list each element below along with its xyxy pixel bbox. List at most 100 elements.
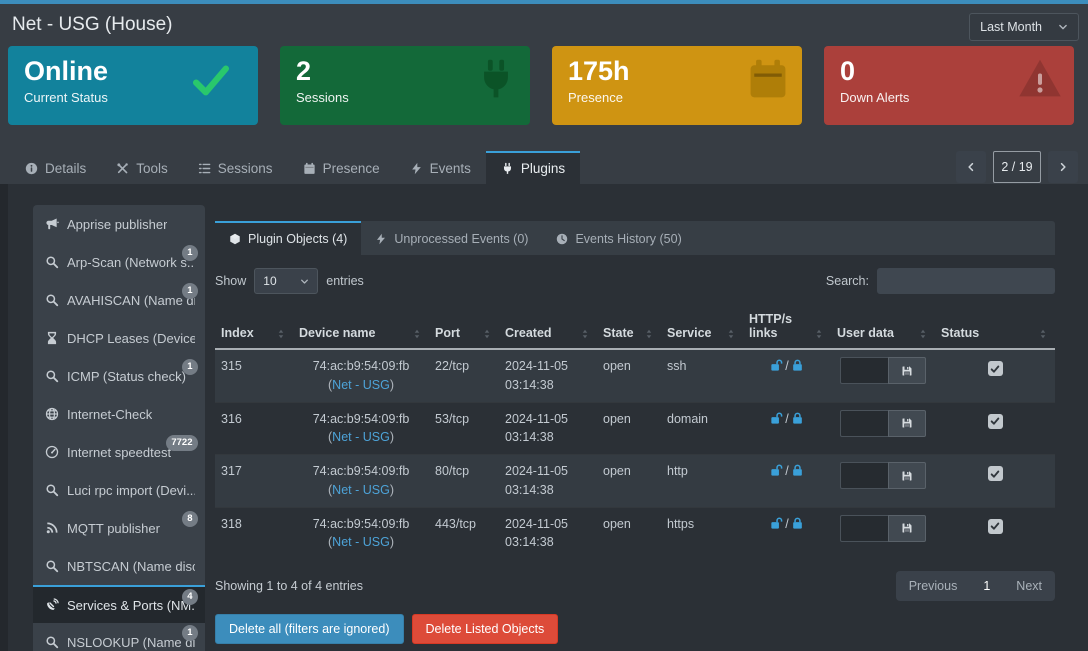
tab-plugins[interactable]: Plugins: [485, 151, 581, 184]
sidebar-item-internet-speedtest[interactable]: Internet speedtest 7722: [33, 433, 205, 471]
column-header-index[interactable]: Index: [215, 308, 293, 350]
save-user-data-button[interactable]: [888, 409, 926, 437]
unlock-icon[interactable]: [770, 412, 783, 425]
sidebar-item-services-ports[interactable]: Services & Ports (NM... 4: [33, 585, 205, 623]
column-header-port[interactable]: Port: [429, 308, 499, 350]
item-badge: 1: [181, 625, 198, 641]
lock-icon[interactable]: [791, 517, 804, 530]
tab-details[interactable]: Details: [10, 151, 101, 184]
column-header-user-data[interactable]: User data: [831, 308, 935, 350]
cell-port: 22/tcp: [435, 359, 470, 373]
page-size-select[interactable]: 10: [254, 268, 319, 294]
satellite-dish-icon: [45, 598, 59, 612]
device-link[interactable]: Net - USG: [332, 377, 390, 392]
sidebar-item-arp-scan[interactable]: Arp-Scan (Network s... 1: [33, 243, 205, 281]
sidebar-item-apprise-publisher[interactable]: Apprise publisher: [33, 205, 205, 243]
sidebar-item-mqtt-publisher[interactable]: MQTT publisher 8: [33, 509, 205, 547]
cell-service: ssh: [667, 359, 687, 373]
table-row: 318 74:ac:b9:54:09:fb (Net - USG) 443/tc…: [215, 507, 1055, 559]
cell-device-name: 74:ac:b9:54:09:fb (Net - USG): [312, 464, 410, 497]
save-user-data-button[interactable]: [888, 357, 926, 384]
speedometer-icon: [45, 445, 59, 459]
column-header-state[interactable]: State: [597, 308, 661, 350]
tab-events-history[interactable]: Events History (50): [542, 221, 695, 255]
tab-unprocessed-events[interactable]: Unprocessed Events (0): [361, 221, 542, 255]
period-selector[interactable]: Last Month: [969, 13, 1079, 41]
save-user-data-button[interactable]: [888, 462, 926, 489]
unlock-icon[interactable]: [770, 464, 783, 477]
cell-service: http: [667, 464, 688, 478]
sidebar-item-icmp[interactable]: ICMP (Status check) 1: [33, 357, 205, 395]
pagination: Previous 1 Next: [895, 571, 1055, 601]
column-header-status[interactable]: Status: [935, 308, 1055, 350]
cell-state: open: [603, 516, 631, 531]
cell-http-links: /: [743, 349, 831, 402]
tab-sessions[interactable]: Sessions: [183, 151, 288, 184]
sort-icon: [917, 328, 929, 340]
card-label: Current Status: [24, 90, 108, 106]
sidebar-item-dhcp-leases[interactable]: DHCP Leases (Device ...: [33, 319, 205, 357]
cell-created: 2024-11-05 03:14:38: [505, 411, 569, 445]
table-footer: Showing 1 to 4 of 4 entries Previous 1 N…: [215, 571, 1055, 601]
search-input[interactable]: [877, 268, 1055, 294]
status-checkbox[interactable]: [987, 466, 1003, 481]
next-page-button[interactable]: Next: [1016, 579, 1042, 593]
checkmark-icon: [990, 469, 1000, 479]
status-checkbox[interactable]: [987, 361, 1003, 376]
status-card-online: Online Current Status: [8, 46, 258, 125]
device-link[interactable]: Net - USG: [332, 430, 390, 445]
checkmark-icon: [990, 416, 1000, 426]
sidebar-item-nslookup[interactable]: NSLOOKUP (Name di... 1: [33, 623, 205, 651]
sidebar-item-avahiscan[interactable]: AVAHISCAN (Name di... 1: [33, 281, 205, 319]
table-row: 315 74:ac:b9:54:09:fb (Net - USG) 22/tcp…: [215, 349, 1055, 402]
device-tab-bar: Details Tools Sessions Presence Events P…: [0, 145, 1088, 184]
user-data-input[interactable]: [840, 462, 888, 489]
chevron-right-icon: [1058, 161, 1068, 173]
save-user-data-button[interactable]: [888, 514, 926, 542]
cell-state: open: [603, 464, 631, 478]
period-selector-value: Last Month: [980, 20, 1042, 34]
sort-icon: [275, 328, 287, 340]
device-link[interactable]: Net - USG: [332, 482, 390, 497]
next-device-button[interactable]: [1048, 151, 1078, 183]
bullhorn-icon: [45, 217, 59, 231]
column-header-device-name[interactable]: Device name: [293, 308, 429, 350]
sidebar-item-nbtscan[interactable]: NBTSCAN (Name disc...: [33, 547, 205, 585]
sidebar-item-internet-check[interactable]: Internet-Check: [33, 395, 205, 433]
cell-user-data: [831, 507, 935, 559]
device-page-indicator[interactable]: 2 / 19: [993, 151, 1041, 183]
plugin-tab-bar: Plugin Objects (4) Unprocessed Events (0…: [215, 221, 1055, 255]
sort-icon: [725, 328, 737, 340]
tab-events[interactable]: Events: [395, 151, 486, 184]
cell-service: https: [667, 516, 695, 531]
prev-device-button[interactable]: [956, 151, 986, 183]
page-number-button[interactable]: 1: [983, 579, 991, 593]
previous-page-button[interactable]: Previous: [908, 579, 958, 593]
device-link[interactable]: Net - USG: [332, 535, 390, 550]
tab-presence[interactable]: Presence: [288, 151, 395, 184]
tab-tools[interactable]: Tools: [101, 151, 183, 184]
status-checkbox[interactable]: [987, 518, 1003, 534]
plug-icon: [501, 162, 514, 175]
unlock-icon[interactable]: [770, 517, 783, 530]
plug-icon: [474, 57, 518, 101]
user-data-input[interactable]: [840, 357, 888, 384]
lock-icon[interactable]: [791, 359, 804, 372]
status-card-sessions: 2 Sessions: [280, 46, 530, 125]
lock-icon[interactable]: [791, 464, 804, 477]
column-header-https-links[interactable]: HTTP/s links: [743, 308, 831, 350]
status-checkbox[interactable]: [987, 413, 1003, 429]
column-header-service[interactable]: Service: [661, 308, 743, 350]
column-header-created[interactable]: Created: [499, 308, 597, 350]
delete-all-button[interactable]: Delete all (filters are ignored): [215, 614, 404, 644]
sidebar-item-luci-rpc-import[interactable]: Luci rpc import (Devi...: [33, 471, 205, 509]
unlock-icon[interactable]: [770, 359, 783, 372]
delete-listed-objects-button[interactable]: Delete Listed Objects: [411, 614, 559, 644]
rss-icon: [45, 521, 59, 535]
item-badge: 1: [181, 283, 198, 299]
user-data-input[interactable]: [840, 409, 888, 437]
lock-icon[interactable]: [791, 412, 804, 425]
cell-user-data: [831, 349, 935, 402]
tab-plugin-objects[interactable]: Plugin Objects (4): [215, 221, 362, 255]
user-data-input[interactable]: [840, 514, 888, 542]
